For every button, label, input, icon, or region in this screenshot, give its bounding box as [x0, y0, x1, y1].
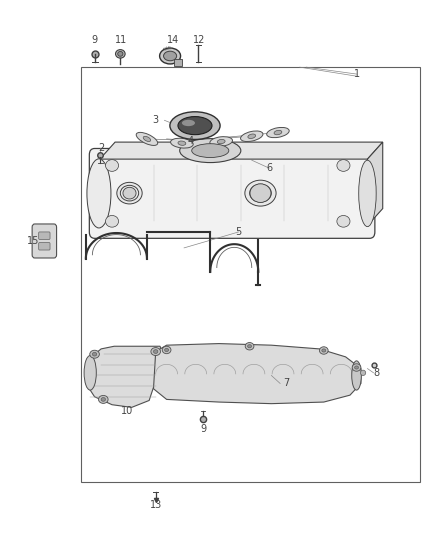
FancyBboxPatch shape: [39, 232, 50, 239]
Ellipse shape: [151, 348, 160, 356]
Text: 1: 1: [353, 69, 360, 79]
Ellipse shape: [153, 350, 158, 353]
Ellipse shape: [267, 127, 289, 138]
Text: 15: 15: [27, 236, 39, 246]
Ellipse shape: [136, 132, 158, 146]
Ellipse shape: [217, 140, 225, 144]
Text: 12: 12: [193, 35, 205, 44]
Ellipse shape: [180, 139, 241, 163]
Polygon shape: [100, 142, 383, 159]
Ellipse shape: [210, 136, 233, 147]
Text: 4: 4: [187, 135, 194, 146]
Ellipse shape: [162, 346, 171, 354]
Bar: [174, 59, 182, 66]
Ellipse shape: [117, 182, 142, 204]
FancyBboxPatch shape: [39, 243, 50, 250]
Text: 13: 13: [149, 499, 162, 510]
Polygon shape: [367, 142, 383, 225]
Ellipse shape: [250, 184, 271, 202]
Ellipse shape: [247, 345, 251, 348]
Ellipse shape: [248, 134, 256, 139]
Ellipse shape: [192, 144, 229, 158]
Ellipse shape: [106, 215, 119, 227]
Ellipse shape: [123, 187, 136, 199]
Polygon shape: [153, 344, 361, 403]
Ellipse shape: [92, 352, 97, 356]
Text: 5: 5: [236, 227, 242, 237]
Ellipse shape: [337, 160, 350, 171]
Ellipse shape: [182, 120, 195, 126]
Ellipse shape: [99, 395, 108, 403]
Ellipse shape: [90, 350, 99, 358]
Ellipse shape: [352, 364, 361, 371]
Ellipse shape: [250, 184, 271, 203]
FancyBboxPatch shape: [32, 224, 57, 258]
Ellipse shape: [337, 215, 350, 227]
Ellipse shape: [245, 180, 276, 206]
Text: 8: 8: [373, 368, 379, 378]
Ellipse shape: [106, 160, 119, 171]
Ellipse shape: [170, 112, 220, 140]
Ellipse shape: [116, 50, 125, 58]
Ellipse shape: [101, 398, 106, 401]
FancyBboxPatch shape: [89, 149, 375, 238]
Ellipse shape: [143, 136, 151, 141]
Ellipse shape: [163, 51, 177, 61]
Ellipse shape: [178, 141, 186, 146]
Ellipse shape: [165, 349, 169, 352]
Text: 11: 11: [115, 35, 127, 44]
Text: 14: 14: [167, 35, 179, 44]
Ellipse shape: [240, 131, 263, 142]
Ellipse shape: [159, 48, 180, 64]
Text: 9: 9: [92, 35, 98, 44]
Text: 10: 10: [121, 406, 134, 416]
Ellipse shape: [178, 117, 212, 135]
Ellipse shape: [245, 343, 254, 350]
Ellipse shape: [87, 159, 111, 228]
Ellipse shape: [355, 366, 358, 369]
Text: 3: 3: [152, 115, 159, 125]
Ellipse shape: [360, 370, 366, 375]
Ellipse shape: [120, 185, 139, 201]
Text: 7: 7: [283, 378, 290, 389]
Polygon shape: [86, 346, 162, 407]
Ellipse shape: [359, 160, 376, 227]
Ellipse shape: [118, 52, 123, 56]
Ellipse shape: [170, 138, 193, 148]
Ellipse shape: [274, 131, 282, 135]
Ellipse shape: [352, 361, 361, 390]
Ellipse shape: [84, 356, 96, 390]
Text: 2: 2: [98, 143, 104, 154]
Bar: [81, 67, 420, 482]
Text: 9: 9: [201, 424, 207, 434]
Ellipse shape: [319, 347, 328, 354]
Ellipse shape: [322, 349, 326, 352]
Text: 6: 6: [266, 163, 272, 173]
